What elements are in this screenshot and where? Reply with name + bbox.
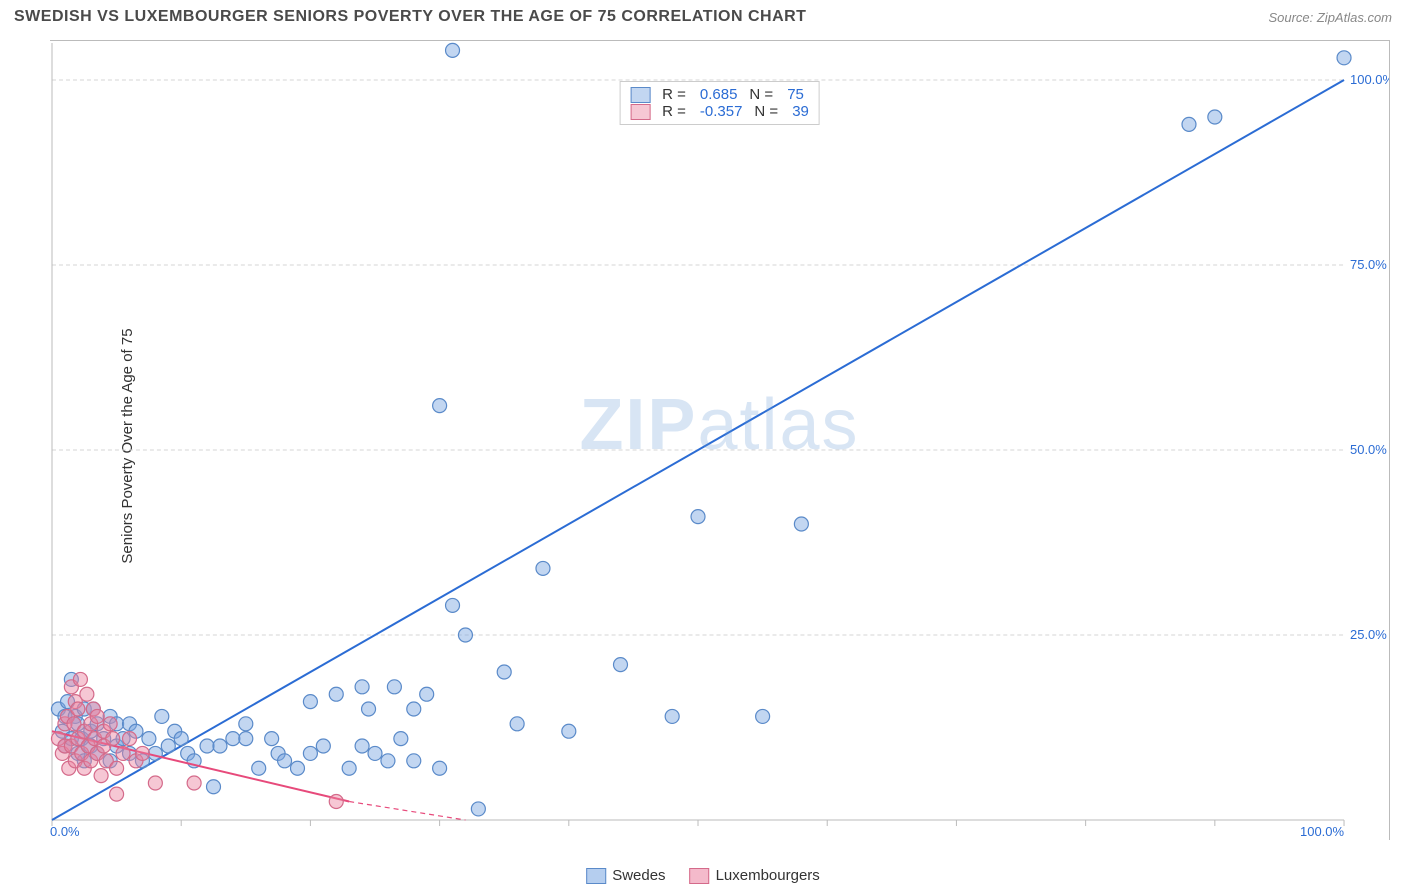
data-point xyxy=(1337,51,1351,65)
data-point xyxy=(381,754,395,768)
data-point xyxy=(433,761,447,775)
data-point xyxy=(562,724,576,738)
data-point xyxy=(407,754,421,768)
legend-swatch xyxy=(630,104,650,120)
data-point xyxy=(161,739,175,753)
legend-swatch xyxy=(630,87,650,103)
data-point xyxy=(290,761,304,775)
data-point xyxy=(756,709,770,723)
data-point xyxy=(239,717,253,731)
data-point xyxy=(316,739,330,753)
legend-label: Luxembourgers xyxy=(716,867,820,884)
data-point xyxy=(665,709,679,723)
data-point xyxy=(80,687,94,701)
data-point xyxy=(407,702,421,716)
data-point xyxy=(90,709,104,723)
x-axis-max-label: 100.0% xyxy=(1300,824,1344,839)
data-point xyxy=(73,672,87,686)
r-value: 0.685 xyxy=(700,86,738,103)
y-tick-label: 75.0% xyxy=(1350,257,1387,272)
data-point xyxy=(106,732,120,746)
data-point xyxy=(71,702,85,716)
y-tick-label: 100.0% xyxy=(1350,72,1389,87)
data-point xyxy=(278,754,292,768)
data-point xyxy=(613,658,627,672)
data-point xyxy=(794,517,808,531)
data-point xyxy=(148,776,162,790)
data-point xyxy=(187,776,201,790)
legend-item: Luxembourgers xyxy=(690,867,820,884)
data-point xyxy=(691,510,705,524)
data-point xyxy=(207,780,221,794)
data-point xyxy=(458,628,472,642)
data-point xyxy=(303,746,317,760)
legend-swatch xyxy=(690,868,710,884)
data-point xyxy=(1208,110,1222,124)
legend-item: Swedes xyxy=(586,867,665,884)
correlation-legend-row: R = -0.357 N = 39 xyxy=(630,103,809,120)
data-point xyxy=(123,732,137,746)
data-point xyxy=(446,43,460,57)
data-point xyxy=(355,739,369,753)
data-point xyxy=(536,561,550,575)
correlation-legend: R = 0.685 N = 75 R = -0.357 N = 39 xyxy=(619,81,820,125)
data-point xyxy=(471,802,485,816)
data-point xyxy=(420,687,434,701)
chart-area: 25.0%50.0%75.0%100.0%0.0%100.0%0.0% ZIPa… xyxy=(50,40,1390,840)
y-tick-label: 50.0% xyxy=(1350,442,1387,457)
r-label: R = xyxy=(662,103,686,120)
data-point xyxy=(116,746,130,760)
data-point xyxy=(174,732,188,746)
data-point xyxy=(329,687,343,701)
data-point xyxy=(265,732,279,746)
data-point xyxy=(329,795,343,809)
data-point xyxy=(394,732,408,746)
data-point xyxy=(110,787,124,801)
data-point xyxy=(446,598,460,612)
trend-line-extension xyxy=(349,802,465,821)
scatter-plot: 25.0%50.0%75.0%100.0%0.0%100.0%0.0% xyxy=(50,41,1389,840)
data-point xyxy=(342,761,356,775)
data-point xyxy=(252,761,266,775)
data-point xyxy=(497,665,511,679)
data-point xyxy=(155,709,169,723)
chart-title: SWEDISH VS LUXEMBOURGER SENIORS POVERTY … xyxy=(14,8,806,26)
data-point xyxy=(148,746,162,760)
data-point xyxy=(226,732,240,746)
data-point xyxy=(387,680,401,694)
data-point xyxy=(355,680,369,694)
data-point xyxy=(510,717,524,731)
r-value: -0.357 xyxy=(700,103,743,120)
y-tick-label: 25.0% xyxy=(1350,627,1387,642)
data-point xyxy=(94,769,108,783)
data-point xyxy=(142,732,156,746)
data-point xyxy=(303,695,317,709)
n-value: 75 xyxy=(787,86,804,103)
data-point xyxy=(103,717,117,731)
legend-swatch xyxy=(586,868,606,884)
data-point xyxy=(362,702,376,716)
source-label: Source: ZipAtlas.com xyxy=(1268,10,1392,25)
n-label: N = xyxy=(754,103,778,120)
data-point xyxy=(135,746,149,760)
n-label: N = xyxy=(749,86,773,103)
data-point xyxy=(368,746,382,760)
data-point xyxy=(239,732,253,746)
legend-label: Swedes xyxy=(612,867,665,884)
r-label: R = xyxy=(662,86,686,103)
data-point xyxy=(1182,117,1196,131)
x-axis-min-label: 0.0% xyxy=(50,824,80,839)
data-point xyxy=(200,739,214,753)
data-point xyxy=(213,739,227,753)
n-value: 39 xyxy=(792,103,809,120)
series-legend: Swedes Luxembourgers xyxy=(586,867,820,884)
data-point xyxy=(433,399,447,413)
correlation-legend-row: R = 0.685 N = 75 xyxy=(630,86,809,103)
data-point xyxy=(110,761,124,775)
